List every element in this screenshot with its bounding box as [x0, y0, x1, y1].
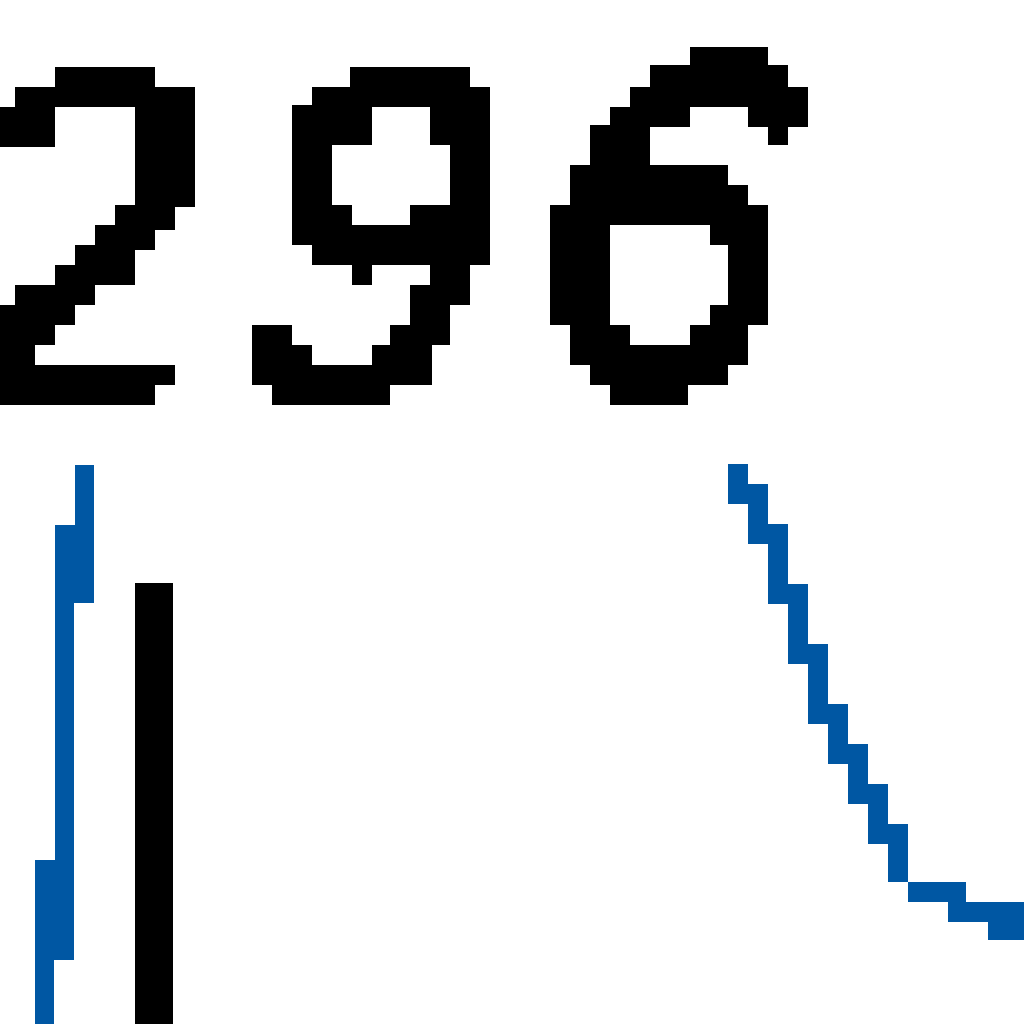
digit-6 [550, 47, 808, 405]
digit-9-bowl-bottom [312, 245, 490, 265]
digit-9 [252, 67, 490, 405]
digit-2-top-arc [55, 67, 155, 87]
right-blue-curve-step [768, 524, 788, 604]
digit-9-top [350, 67, 470, 87]
digit-9-left-bowl [292, 105, 372, 145]
left-blue-line-segment [55, 525, 94, 603]
digit-9-right-bowl [430, 105, 490, 145]
digit-6-bowl-left [550, 225, 610, 325]
right-blue-curve-step [748, 484, 768, 544]
digit-9-bowl-join [292, 205, 352, 225]
left-blue-line-segment [75, 465, 94, 525]
digit-2-base [0, 365, 175, 385]
digit-6-bowl-top [570, 185, 748, 205]
digit-9-tail-base [272, 365, 430, 385]
digit-6-bowl-bottom [590, 365, 728, 385]
digit-6-bowl-lower [690, 325, 748, 345]
digit-9-bowl-bottom [352, 263, 372, 285]
digit-9-left-bowl [292, 145, 332, 205]
right-blue-curve-step [828, 704, 848, 764]
digit-2-top-arc [15, 87, 195, 107]
digit-6-top [630, 87, 808, 107]
right-blue-curve-step [908, 882, 966, 902]
right-blue-curve-step [728, 464, 748, 504]
digit-2-right-stem [135, 107, 195, 207]
digit-6-bowl-top [550, 205, 768, 225]
digit-9-bowl-bottom [292, 225, 490, 245]
digit-2-diagonal [75, 245, 135, 265]
digit-6-top [650, 65, 788, 87]
digit-2-base [0, 385, 155, 405]
digit-2-diagonal [0, 305, 75, 325]
digit-6-top-right [748, 107, 808, 127]
digit-2 [0, 67, 195, 405]
right-blue-curve-step [808, 644, 828, 724]
digit-6-bowl-bottom [610, 385, 688, 405]
left-blue-line-segment [55, 600, 74, 862]
digit-2-diagonal [0, 325, 55, 345]
digit-6-top [690, 47, 768, 67]
right-blue-curve-step [948, 902, 1024, 922]
digit-6-bowl-top [570, 165, 728, 187]
left-blue-line [35, 465, 94, 1024]
digit-6-bowl-right [710, 225, 768, 245]
digit-2-left-cap [0, 107, 55, 147]
right-blue-curve-step [888, 824, 908, 882]
digit-2-diagonal [55, 265, 135, 285]
digit-6-top-left [610, 107, 690, 127]
digit-6-bowl-bottom [570, 345, 748, 365]
right-blue-curve-step [868, 784, 888, 844]
digit-9-tail [390, 325, 450, 345]
digit-9-tail-base [272, 385, 390, 405]
digit-9-bowl-join [410, 205, 490, 225]
digit-6-top-right [768, 125, 788, 145]
digit-2-diagonal [15, 285, 95, 305]
right-blue-curve [728, 464, 1024, 940]
right-blue-curve-step [848, 744, 868, 804]
left-blue-line-segment [35, 958, 54, 1024]
left-blue-line-segment [35, 860, 74, 960]
digit-9-top [312, 87, 490, 107]
right-blue-curve-step [788, 584, 808, 664]
right-blue-curve-step [988, 920, 1024, 940]
digit-6-bowl-right [710, 305, 768, 325]
vertical-black-line [135, 583, 173, 1024]
